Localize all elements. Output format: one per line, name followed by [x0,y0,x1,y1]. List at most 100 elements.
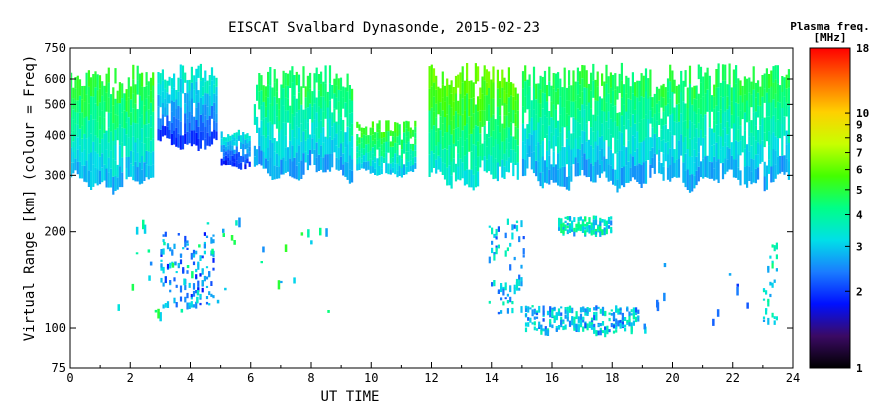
f-layer-echo [72,87,75,99]
f-layer-echo [774,79,777,94]
f-layer-echo [524,65,527,82]
f-layer-echo [405,143,408,152]
f-layer-echo [138,73,141,96]
f-layer-echo [636,97,639,115]
f-layer-echo [71,102,73,118]
f-layer-echo [485,159,488,173]
f-layer-echo [739,95,742,111]
f-layer-echo [576,108,579,122]
f-layer-echo [761,75,764,97]
e-layer-echo [166,301,170,308]
e-layer-echo [621,313,624,321]
f-layer-echo [601,148,604,161]
f-layer-echo [118,166,121,188]
f-layer-echo [215,104,218,114]
f-layer-echo [770,150,773,167]
f-layer-echo [378,147,381,157]
e-layer-echo [184,235,187,243]
colorbar-tick-label: 8 [856,132,863,145]
f-layer-echo [552,120,555,136]
f-layer-echo [175,137,178,147]
f-layer-echo [304,140,307,152]
f-layer-echo [215,122,218,132]
colorbar-tick-label: 10 [856,107,869,120]
f-layer-echo [761,118,764,141]
f-layer-echo [83,149,86,166]
f-layer-echo [342,164,345,176]
e-layer-echo [497,311,500,315]
f-layer-echo [202,113,205,123]
f-layer-echo [179,107,182,122]
x-tick-label: 22 [726,371,740,385]
f-layer-echo [138,162,141,185]
f-layer-echo [371,134,374,141]
f-layer-echo [74,123,77,136]
colorbar-tick-label: 6 [856,164,863,177]
f-layer-echo [528,121,531,134]
f-layer-echo [746,100,749,123]
f-layer-echo [260,75,263,91]
scattered-echo [147,249,151,253]
f-layer-echo [726,134,729,147]
f-layer-echo [684,170,687,188]
f-layer-echo [378,120,381,130]
f-layer-echo [335,73,338,86]
f-layer-echo [215,113,218,123]
f-layer-echo [293,137,296,158]
f-layer-echo [750,132,753,146]
f-layer-echo [713,120,716,133]
f-layer-echo [391,167,395,173]
f-layer-echo [391,141,395,147]
f-layer-echo [477,66,480,82]
f-layer-echo [721,80,725,98]
f-layer-echo [763,88,766,103]
scattered-echo [222,228,225,233]
f-layer-echo [561,146,564,167]
f-layer-echo [688,102,692,121]
f-layer-echo [439,157,442,172]
f-layer-echo [454,111,458,129]
f-layer-echo [396,143,399,150]
f-layer-echo [335,133,338,146]
f-layer-echo [512,83,515,97]
f-layer-echo [631,135,634,157]
scattered-echo [746,302,749,309]
f-layer-echo [320,133,323,146]
f-layer-echo [229,150,232,156]
f-layer-echo [284,72,287,86]
f-layer-echo [662,125,665,140]
f-layer-echo [87,137,90,154]
f-layer-echo [516,110,519,129]
f-layer-echo [157,117,160,129]
f-layer-echo [724,127,727,143]
f-layer-echo [235,160,238,168]
f-layer-echo [256,84,259,101]
f-layer-echo [98,129,102,144]
e-layer-echo [632,313,635,320]
f-layer-echo [351,135,354,148]
f-layer-echo [242,138,245,144]
e-layer-echo [509,285,512,293]
f-layer-echo [697,93,700,109]
f-layer-echo [598,150,601,165]
f-layer-echo [512,149,515,163]
f-layer-echo [110,131,113,151]
e-layer-echo [612,330,616,334]
e-layer-echo [184,241,187,248]
f-layer-echo [129,163,133,177]
f-layer-echo [774,65,777,80]
f-layer-echo [398,134,401,145]
f-layer-echo [735,83,738,103]
f-layer-echo [90,77,93,97]
f-layer-echo [141,86,144,101]
f-layer-echo [248,146,251,152]
e-layer-echo [502,301,505,306]
e-layer-echo [520,220,523,228]
f-layer-echo [507,127,510,143]
e-layer-echo [160,249,163,255]
f-layer-echo [728,105,731,128]
f-layer-echo [210,80,214,94]
f-layer-echo [380,150,383,157]
f-layer-echo [761,140,764,162]
f-layer-echo [348,127,351,142]
